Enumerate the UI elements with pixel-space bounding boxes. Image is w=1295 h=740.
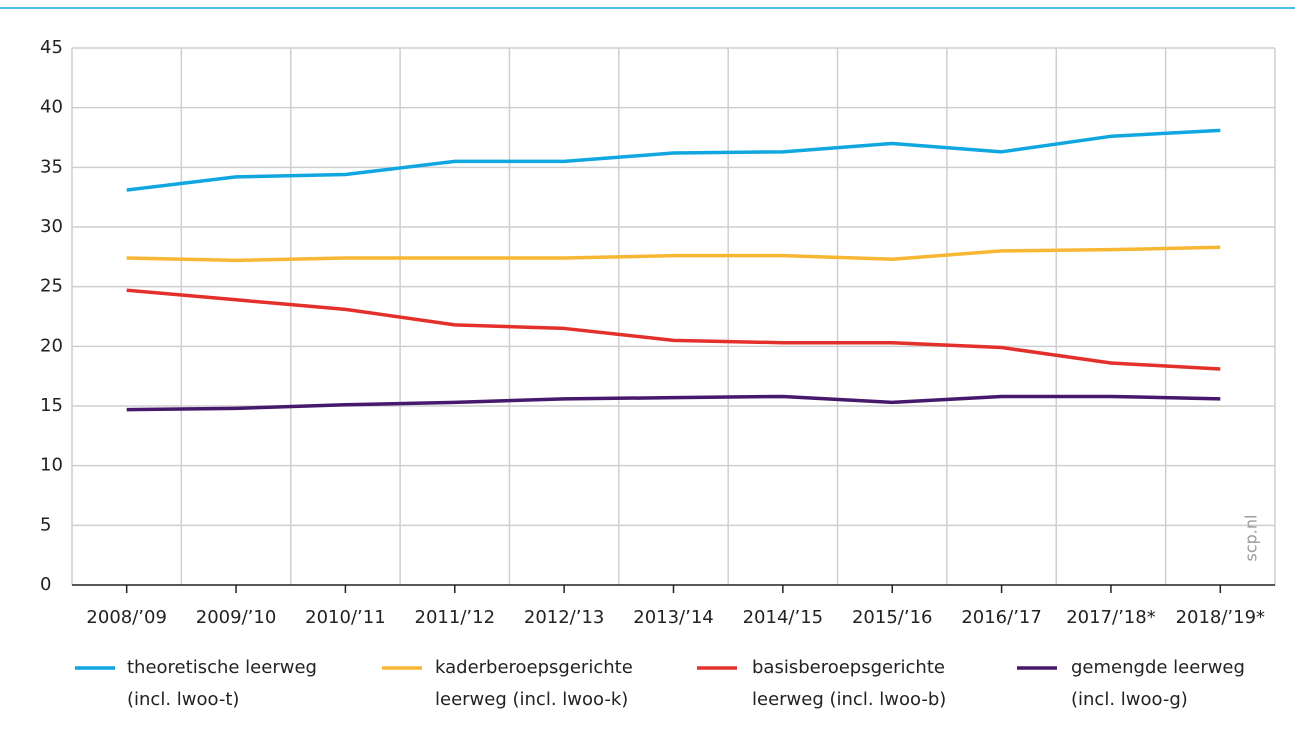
series-line: [126, 394, 1221, 412]
x-tick-label: 2017/’18*: [1066, 607, 1156, 628]
watermark: scp.nl: [1242, 515, 1261, 562]
y-tick-label: 45: [40, 37, 63, 58]
x-tick-label: 2009/’10: [196, 607, 277, 628]
x-tick-label: 2013/’14: [633, 607, 714, 628]
y-tick-label: 20: [40, 335, 63, 356]
series-line: [126, 128, 1221, 192]
y-tick-label: 5: [40, 514, 51, 535]
x-tick-label: 2018/’19*: [1176, 607, 1266, 628]
y-tick-label: 35: [40, 156, 63, 177]
y-tick-label: 0: [40, 574, 51, 595]
series-line: [126, 288, 1221, 371]
y-tick-label: 30: [40, 216, 63, 237]
y-tick-label: 10: [40, 455, 63, 476]
x-tick-label: 2016/’17: [961, 607, 1042, 628]
y-tick-label: 15: [40, 395, 63, 416]
x-tick-label: 2011/’12: [415, 607, 496, 628]
legend-label: basisberoepsgerichte leerweg (incl. lwoo…: [752, 657, 947, 710]
y-tick-label: 25: [40, 276, 63, 297]
x-tick-label: 2014/’15: [743, 607, 824, 628]
legend-label: gemengde leerweg (incl. lwoo-g): [1071, 657, 1245, 710]
x-tick-label: 2010/’11: [305, 607, 386, 628]
series-line: [126, 245, 1221, 263]
x-tick-label: 2015/’16: [852, 607, 933, 628]
y-tick-label: 40: [40, 97, 63, 118]
x-tick-label: 2012/’13: [524, 607, 605, 628]
legend-label: kaderberoepsgerichte leerweg (incl. lwoo…: [435, 657, 633, 710]
x-tick-label: 2008/’09: [86, 607, 167, 628]
legend-label: theoretische leerweg (incl. lwoo-t): [127, 657, 317, 710]
